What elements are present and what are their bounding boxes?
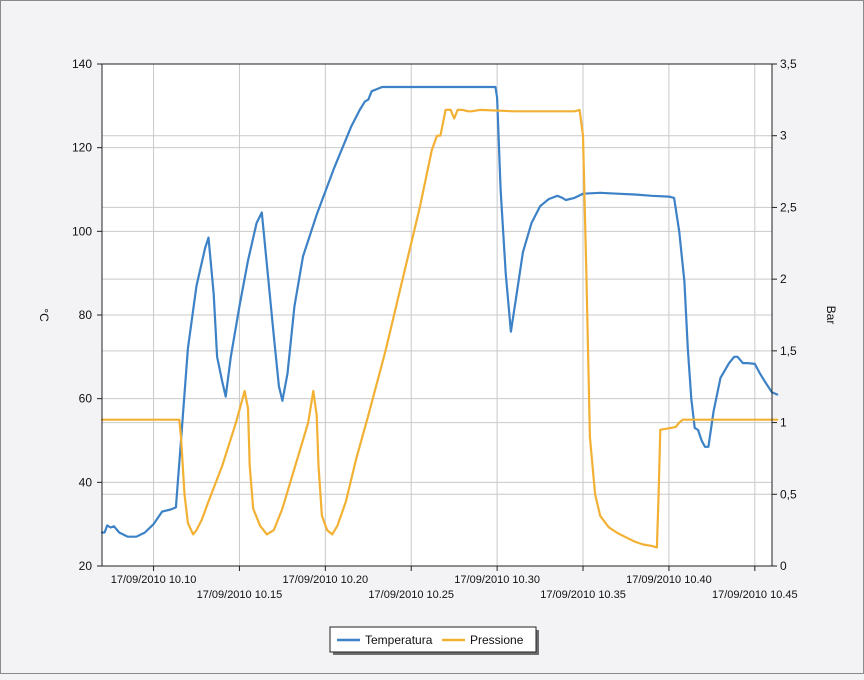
left-tick-label-3: 80 (79, 308, 93, 322)
x-tick-label-5: 17/09/2010 10.35 (540, 589, 626, 601)
left-axis-label: °C (37, 308, 51, 322)
right-axis-label: Bar (824, 306, 838, 325)
x-tick-label-7: 17/09/2010 10.45 (712, 589, 798, 601)
series-line-pressione (100, 108, 779, 549)
x-tick-label-1: 17/09/2010 10.15 (197, 589, 283, 601)
legend-label-temperatura: Temperatura (365, 633, 433, 647)
x-tick-label-2: 17/09/2010 10.20 (283, 574, 369, 586)
right-axis-ticks: 0 0,5 1 1,5 2 2,5 3 3,5 (772, 57, 797, 573)
left-tick-label-6: 140 (72, 57, 92, 71)
x-tick-label-3: 17/09/2010 10.25 (368, 589, 454, 601)
left-tick-label-2: 60 (79, 392, 93, 406)
left-tick-label-5: 120 (72, 141, 92, 155)
right-tick-label-4: 2 (780, 272, 787, 286)
legend-box (329, 626, 537, 653)
series-line-temperatura (100, 85, 779, 538)
legend: Temperatura Pressione (329, 626, 539, 655)
right-tick-label-3: 1,5 (780, 344, 797, 358)
x-tick-label-0: 17/09/2010 10.10 (111, 574, 197, 586)
legend-label-pressione: Pressione (470, 633, 524, 647)
right-tick-label-2: 1 (780, 416, 787, 430)
x-tick-label-6: 17/09/2010 10.40 (626, 574, 712, 586)
right-tick-label-5: 2,5 (780, 200, 797, 214)
right-tick-label-6: 3 (780, 129, 787, 143)
right-tick-label-7: 3,5 (780, 57, 797, 71)
series-layer (100, 85, 779, 549)
left-tick-label-0: 20 (79, 559, 93, 573)
left-tick-label-1: 40 (79, 475, 93, 489)
x-tick-label-4: 17/09/2010 10.30 (454, 574, 540, 586)
left-axis-ticks: 20 40 60 80 100 120 140 (72, 57, 102, 573)
left-tick-label-4: 100 (72, 224, 92, 238)
right-tick-label-0: 0 (780, 559, 787, 573)
right-tick-label-1: 0,5 (780, 487, 797, 501)
